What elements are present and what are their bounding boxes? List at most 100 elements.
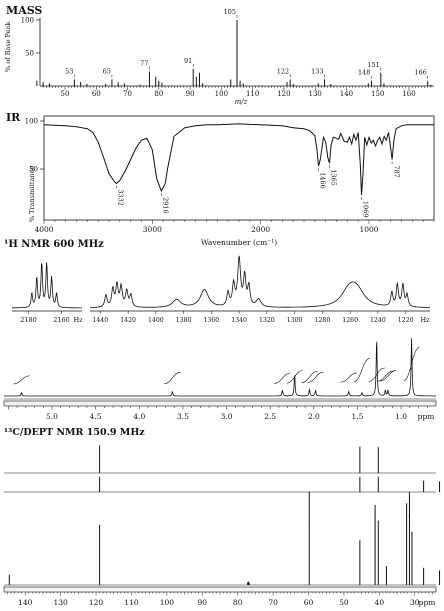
hnmr-ppm-tick-label: 3.5	[177, 412, 189, 421]
hnmr-integral-curve	[274, 372, 291, 384]
mass-peak-label: 91	[184, 57, 192, 65]
inset2-tick-label: 1240	[370, 317, 386, 324]
inset1-tick-label: 2160	[53, 316, 70, 324]
hnmr-integral-curve	[307, 371, 324, 383]
mass-y-axis-label: % of Base Peak	[4, 22, 12, 72]
inset2-trace	[90, 255, 430, 308]
cnmr-full-spectrum: 140 130 120 110 100 90 80 70 60 50 40 30 ppm	[3, 503, 441, 607]
hnmr-ppm-tick-label: 1.5	[351, 412, 363, 421]
mass-peak-label: 53	[65, 67, 73, 75]
mass-x-tick-label: 160	[402, 90, 415, 98]
mass-x-tick-label: 130	[308, 90, 321, 98]
hnmr-ppm-tick-label: 3.0	[221, 412, 233, 421]
hnmr-unit-label: ppm	[418, 412, 435, 421]
inset1-ticks: 2180 2160 Hz	[20, 311, 83, 324]
mass-peak-label: 166	[414, 69, 426, 77]
mass-peak-label: 77	[140, 59, 148, 67]
inset1-tick-label: 2180	[20, 316, 37, 324]
mass-x-ticks: 50 60 70 80 90 100 110 120 130 140 150 160	[42, 86, 432, 98]
cnmr-peaks	[8, 503, 441, 585]
mass-x-tick-label: 110	[246, 90, 259, 98]
ir-y-tick-label: 100	[25, 118, 38, 126]
inset1-unit-label: Hz	[73, 316, 83, 324]
mass-x-tick-label: 150	[371, 90, 384, 98]
hnmr-inset-1220-1440hz: 1440 1420 1400 1380 1360 1340 1320 1300 1280 1260…	[90, 255, 430, 324]
mass-peak-label: 148	[358, 69, 370, 77]
mass-x-axis-label: m/z	[235, 98, 248, 106]
cnmr-ppm-tick-label: 70	[268, 598, 278, 607]
ir-x-tick-label: 3000	[143, 225, 162, 234]
mass-y-tick-label: 50	[25, 50, 34, 58]
ir-x-tick-label: 2000	[251, 225, 270, 234]
mass-title: MASS	[6, 4, 42, 17]
hnmr-panel: ¹H NMR 600 MHz 2180 2160 Hz 1440 1420 1400 13…	[3, 239, 437, 421]
inset2-tick-label: 1340	[231, 317, 247, 324]
mass-peak-label: 65	[103, 67, 111, 75]
hnmr-ppm-tick-label: 4.0	[133, 412, 145, 421]
ir-x-axis-label: Wavenumber (cm⁻¹)	[201, 238, 277, 247]
hnmr-inset-2170hz: 2180 2160 Hz	[12, 262, 83, 324]
mass-x-tick-label: 120	[277, 90, 290, 98]
mass-x-tick-label: 70	[123, 90, 132, 98]
mass-peak-label: 122	[277, 67, 289, 75]
ir-x-ticks: 4000 3000 2000 1000	[34, 220, 435, 234]
mass-x-tick-label: 100	[215, 90, 228, 98]
hnmr-integral-curve	[403, 346, 420, 381]
hnmr-scale-bar	[3, 400, 437, 407]
inset2-tick-label: 1280	[315, 317, 331, 324]
cnmr-title: ¹³C/DEPT NMR 150.9 MHz	[4, 427, 145, 438]
inset2-tick-label: 1220	[398, 317, 414, 324]
hnmr-integral-curve	[379, 370, 397, 382]
hnmr-integral-curve	[368, 367, 385, 382]
cnmr-ppm-tick-label: 100	[160, 598, 175, 607]
ir-band-label: 2916	[162, 197, 170, 214]
dept135-peaks	[99, 476, 441, 526]
cnmr-ppm-tick-label: 30	[410, 598, 420, 607]
inset2-ticks: 1440 1420 1400 1380 1360 1340 1320 1300 1280 1260…	[92, 311, 430, 324]
ir-band-label: 1466	[319, 172, 327, 189]
inset2-tick-label: 1260	[342, 317, 358, 324]
hnmr-ppm-tick-label: 4.5	[90, 412, 102, 421]
mass-peak-label: 151	[367, 61, 379, 69]
mass-x-tick-label: 140	[340, 90, 353, 98]
ir-trace	[43, 123, 434, 195]
dept90-spectrum	[4, 445, 436, 474]
hnmr-trace	[4, 338, 436, 397]
ir-band-labels: 3332 2916 1466 1365 1069 787	[116, 161, 400, 217]
ir-panel: IR % Transmittance 100 50 4000 3000 2000 100…	[6, 111, 435, 247]
ir-y-ticks: 100 50	[25, 118, 44, 174]
mass-x-tick-label: 80	[154, 90, 163, 98]
mass-y-tick-label: 100	[21, 17, 34, 25]
ir-y-tick-label: 50	[29, 166, 38, 174]
ir-band-label: 3332	[117, 189, 125, 206]
hnmr-title: ¹H NMR 600 MHz	[4, 239, 104, 250]
ir-band-label: 1365	[330, 169, 338, 186]
cnmr-ppm-tick-label: 130	[53, 598, 68, 607]
cnmr-ppm-tick-label: 140	[18, 598, 33, 607]
inset2-unit-label: Hz	[420, 316, 430, 324]
ir-x-tick-label: 4000	[34, 225, 53, 234]
inset1-trace	[12, 262, 82, 309]
hnmr-integral-curve	[340, 372, 357, 383]
ir-band-label: 1069	[362, 201, 370, 218]
cnmr-scale-bar	[3, 586, 437, 593]
hnmr-integral-curves	[13, 346, 420, 385]
mass-y-ticks: 100 50	[21, 17, 40, 58]
hnmr-integral-curve	[164, 371, 181, 384]
hnmr-integral-curve	[301, 371, 318, 384]
mass-peaks	[36, 20, 432, 86]
inset2-tick-label: 1320	[259, 317, 275, 324]
inset2-tick-label: 1360	[203, 317, 219, 324]
ir-x-tick-label: 1000	[359, 225, 378, 234]
hnmr-integral-curve	[353, 358, 370, 383]
cnmr-ppm-tick-label: 80	[233, 598, 243, 607]
cnmr-ppm-tick-label: 50	[339, 598, 349, 607]
inset2-tick-label: 1420	[120, 317, 136, 324]
dept90-peaks	[99, 445, 379, 473]
cnmr-ppm-tick-label: 90	[198, 598, 208, 607]
ir-y-axis-label: % Transmittance	[28, 166, 36, 222]
hnmr-integral-curve	[13, 375, 30, 385]
